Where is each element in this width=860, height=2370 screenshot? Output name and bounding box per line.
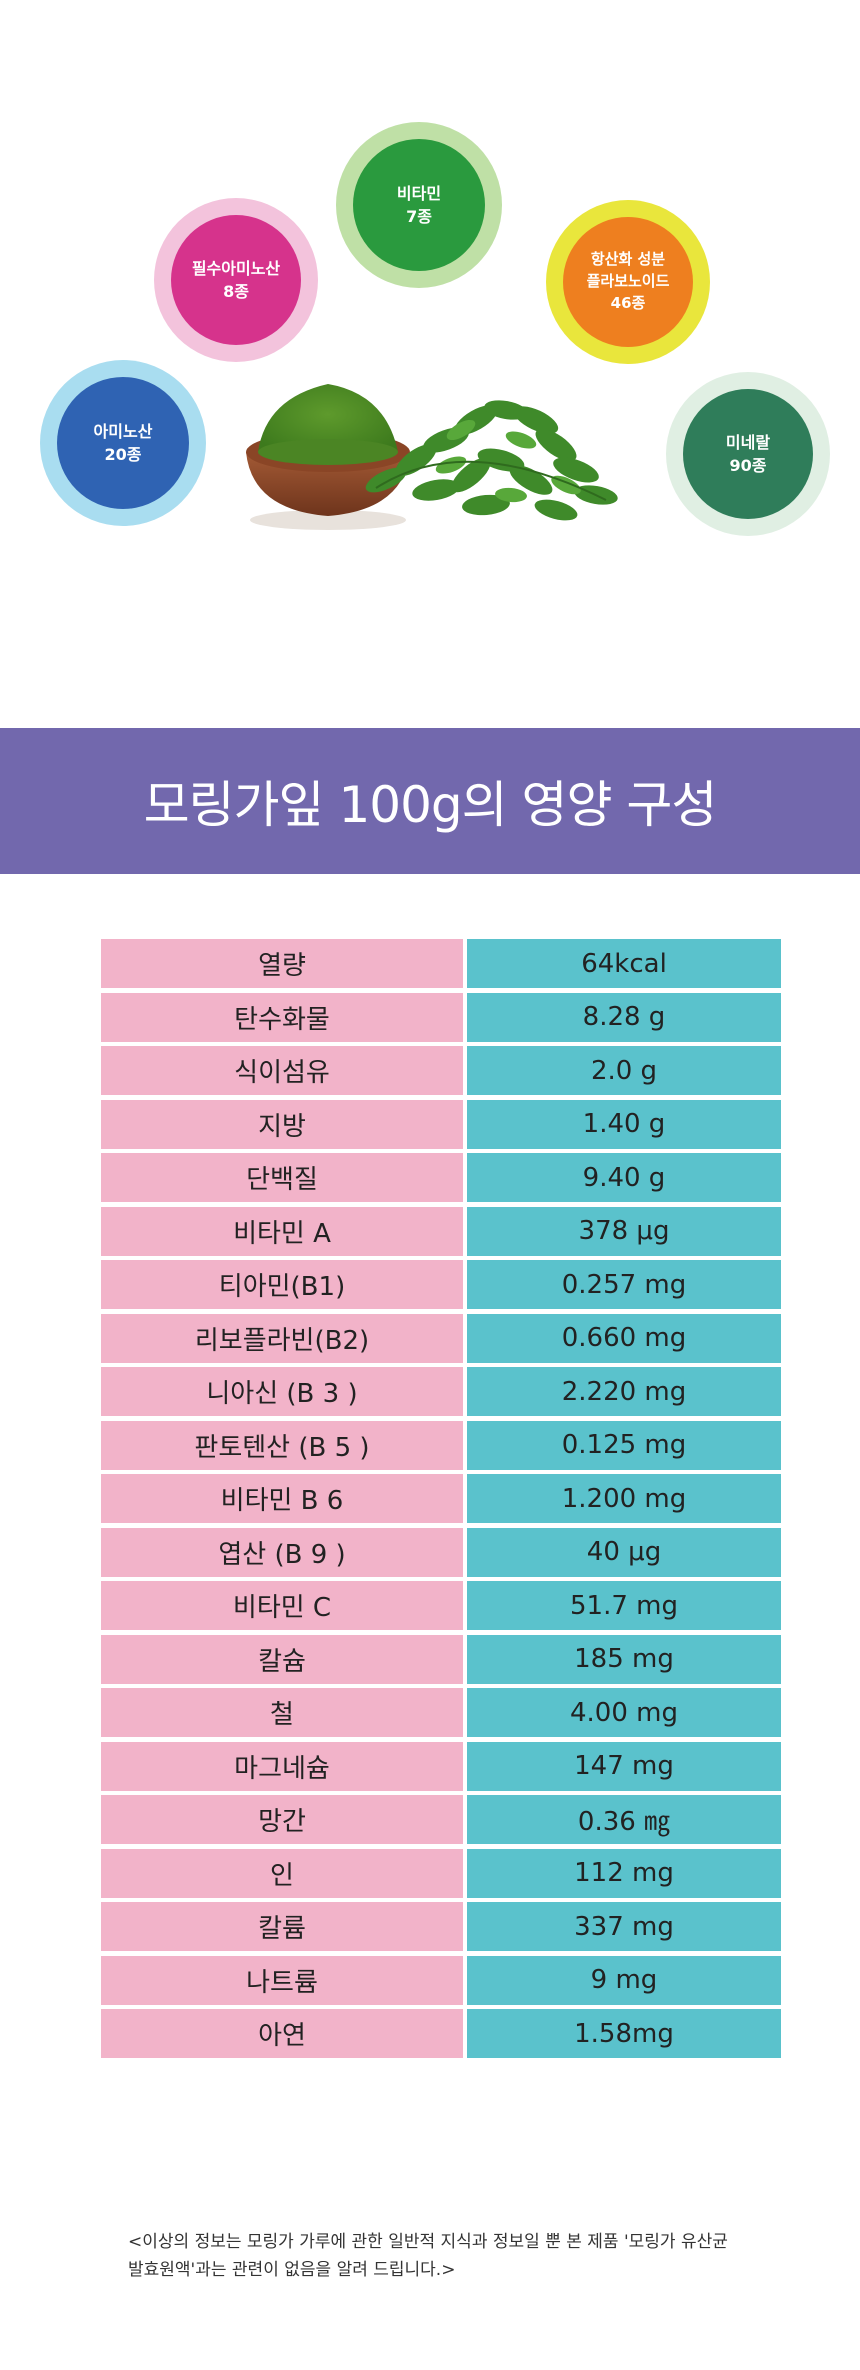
antioxidant-label-line1: 항산화 성분: [590, 250, 666, 269]
nutrient-hero: 아미노산 20종 필수아미노산 8종 비타민 7종 항산화 성분 플라보노이드 …: [0, 0, 860, 640]
nutrient-value-cell: 4.00 mg: [467, 1688, 781, 1737]
nutrient-value-cell: 337 mg: [467, 1902, 781, 1951]
nutrient-value-cell: 0.36 ㎎: [467, 1795, 781, 1844]
nutrient-value-cell: 0.660 mg: [467, 1313, 781, 1363]
title-banner: 모링가잎 100g의 영양 구성: [0, 728, 860, 874]
amino-acid-bubble-inner: 아미노산 20종: [57, 377, 189, 509]
table-row: 단백질 9.40 g: [101, 1153, 781, 1202]
table-row: 티아민(B1) 0.257 mg: [101, 1260, 781, 1309]
nutrient-name-cell: 비타민 B 6: [101, 1474, 463, 1523]
table-row: 열량 64kcal: [101, 939, 781, 988]
table-row: 비타민 C 51.7 mg: [101, 1581, 781, 1630]
nutrient-value-cell: 147 mg: [467, 1741, 781, 1791]
essential-amino-label: 필수아미노산: [191, 258, 281, 278]
amino-acid-count: 20종: [104, 445, 142, 464]
mineral-bubble-inner: 미네랄 90종: [683, 389, 813, 519]
nutrient-name-cell: 아연: [101, 2009, 463, 2058]
nutrient-name-cell: 엽산 (B 9 ): [101, 1527, 463, 1577]
table-row: 니아신 (B 3 ) 2.220 mg: [101, 1367, 781, 1416]
essential-amino-bubble: 필수아미노산 8종: [154, 198, 318, 362]
nutrient-value-cell: 51.7 mg: [467, 1581, 781, 1630]
vitamin-bubble: 비타민 7종: [336, 122, 502, 288]
banner-title: 모링가잎 100g의 영양 구성: [143, 776, 718, 834]
antioxidant-label-line2: 플라보노이드: [586, 272, 670, 291]
amino-acid-bubble: 아미노산 20종: [40, 360, 206, 526]
nutrient-name-cell: 마그네슘: [101, 1741, 463, 1791]
disclaimer-footnote: <이상의 정보는 모링가 가루에 관한 일반적 지식과 정보일 뿐 본 제품 '…: [128, 2228, 788, 2284]
nutrient-value-cell: 1.40 g: [467, 1099, 781, 1149]
mineral-count: 90종: [729, 456, 767, 475]
footnote-line1: <이상의 정보는 모링가 가루에 관한 일반적 지식과 정보일 뿐 본 제품 '…: [128, 2232, 728, 2252]
footnote-line2: 발효원액'과는 관련이 없음을 알려 드립니다.>: [128, 2260, 456, 2280]
vitamin-label: 비타민: [396, 183, 442, 203]
nutrient-value-cell: 0.257 mg: [467, 1260, 781, 1309]
nutrient-name-cell: 리보플라빈(B2): [101, 1313, 463, 1363]
nutrient-value-cell: 1.200 mg: [467, 1474, 781, 1523]
nutrient-name-cell: 철: [101, 1688, 463, 1737]
nutrient-name-cell: 니아신 (B 3 ): [101, 1367, 463, 1416]
nutrient-name-cell: 지방: [101, 1099, 463, 1149]
nutrient-value-cell: 2.220 mg: [467, 1367, 781, 1416]
nutrient-name-cell: 식이섬유: [101, 1046, 463, 1095]
antioxidant-count: 46종: [610, 293, 646, 312]
table-row: 칼륨 337 mg: [101, 1902, 781, 1951]
mineral-bubble: 미네랄 90종: [666, 372, 830, 536]
table-row: 판토텐산 (B 5 ) 0.125 mg: [101, 1420, 781, 1470]
nutrient-value-cell: 1.58mg: [467, 2009, 781, 2058]
table-row: 철 4.00 mg: [101, 1688, 781, 1737]
table-row: 지방 1.40 g: [101, 1099, 781, 1149]
antioxidant-bubble: 항산화 성분 플라보노이드 46종: [546, 200, 710, 364]
vitamin-count: 7종: [406, 207, 432, 226]
nutrient-name-cell: 칼슘: [101, 1634, 463, 1684]
nutrient-name-cell: 판토텐산 (B 5 ): [101, 1420, 463, 1470]
nutrient-name-cell: 단백질: [101, 1153, 463, 1202]
table-row: 칼슘 185 mg: [101, 1634, 781, 1684]
table-row: 나트륨 9 mg: [101, 1955, 781, 2005]
mineral-label: 미네랄: [725, 432, 771, 452]
nutrient-name-cell: 비타민 C: [101, 1581, 463, 1630]
nutrient-value-cell: 9.40 g: [467, 1153, 781, 1202]
nutrient-value-cell: 378 μg: [467, 1206, 781, 1256]
table-row: 비타민 A 378 μg: [101, 1206, 781, 1256]
nutrient-name-cell: 티아민(B1): [101, 1260, 463, 1309]
table-row: 엽산 (B 9 ) 40 μg: [101, 1527, 781, 1577]
table-row: 리보플라빈(B2) 0.660 mg: [101, 1313, 781, 1363]
table-row: 마그네슘 147 mg: [101, 1741, 781, 1791]
nutrient-name-cell: 인: [101, 1848, 463, 1898]
nutrient-value-cell: 0.125 mg: [467, 1420, 781, 1470]
vitamin-bubble-inner: 비타민 7종: [353, 139, 485, 271]
nutrient-value-cell: 64kcal: [467, 939, 781, 988]
nutrient-name-cell: 칼륨: [101, 1902, 463, 1951]
nutrient-value-cell: 112 mg: [467, 1848, 781, 1898]
nutrient-name-cell: 망간: [101, 1795, 463, 1844]
nutrient-value-cell: 9 mg: [467, 1955, 781, 2005]
table-row: 망간 0.36 ㎎: [101, 1795, 781, 1844]
amino-acid-label: 아미노산: [93, 421, 153, 441]
nutrient-name-cell: 비타민 A: [101, 1206, 463, 1256]
nutrient-name-cell: 열량: [101, 939, 463, 988]
table-row: 탄수화물 8.28 g: [101, 992, 781, 1042]
nutrient-value-cell: 8.28 g: [467, 992, 781, 1042]
nutrient-value-cell: 185 mg: [467, 1634, 781, 1684]
table-row: 식이섬유 2.0 g: [101, 1046, 781, 1095]
nutrition-table: 열량 64kcal 탄수화물 8.28 g 식이섬유 2.0 g 지방 1.40 g 단백질 9.…: [101, 939, 781, 2063]
antioxidant-bubble-inner: 항산화 성분 플라보노이드 46종: [563, 217, 693, 347]
nutrient-value-cell: 2.0 g: [467, 1046, 781, 1095]
table-row: 아연 1.58mg: [101, 2009, 781, 2058]
essential-amino-count: 8종: [223, 282, 249, 301]
nutrient-name-cell: 나트륨: [101, 1955, 463, 2005]
moringa-image: [246, 384, 618, 530]
table-row: 비타민 B 6 1.200 mg: [101, 1474, 781, 1523]
nutrient-name-cell: 탄수화물: [101, 992, 463, 1042]
essential-amino-bubble-inner: 필수아미노산 8종: [171, 215, 301, 345]
table-row: 인 112 mg: [101, 1848, 781, 1898]
nutrient-value-cell: 40 μg: [467, 1527, 781, 1577]
